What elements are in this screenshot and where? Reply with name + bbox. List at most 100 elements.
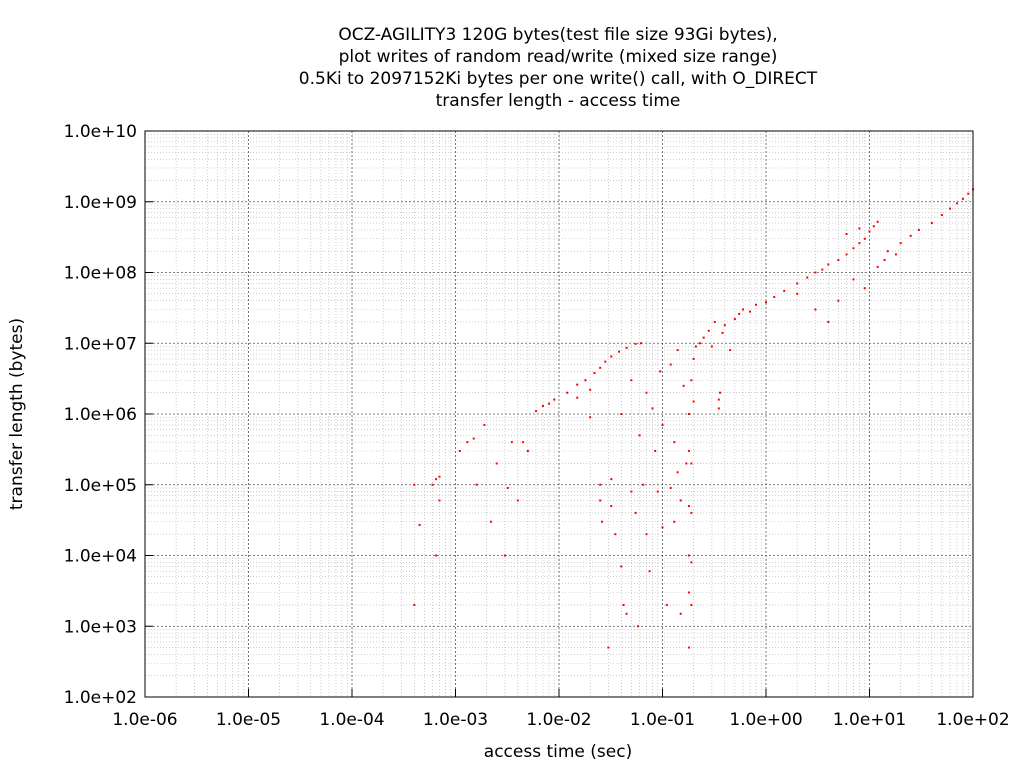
data-point xyxy=(868,230,871,233)
y-tick-label: 1.0e+07 xyxy=(64,334,137,354)
data-point xyxy=(618,350,621,353)
data-point xyxy=(698,342,701,345)
data-point xyxy=(676,471,679,474)
data-point xyxy=(458,449,461,452)
chart-title-line-1: OCZ-AGILITY3 120G bytes(test file size 9… xyxy=(338,25,777,45)
data-point xyxy=(876,265,879,268)
data-point xyxy=(625,346,628,349)
data-point xyxy=(566,391,569,394)
data-point xyxy=(858,227,861,230)
data-point xyxy=(863,237,866,240)
data-point xyxy=(640,342,643,345)
data-point xyxy=(773,296,776,299)
data-point xyxy=(418,523,421,526)
data-point xyxy=(827,263,830,266)
data-point xyxy=(622,603,625,606)
y-tick-label: 1.0e+08 xyxy=(64,264,137,284)
y-tick-label: 1.0e+04 xyxy=(64,547,137,567)
y-tick-label: 1.0e+10 xyxy=(64,122,137,142)
data-point xyxy=(858,242,861,245)
data-point xyxy=(814,271,817,274)
data-point xyxy=(729,349,732,352)
data-point xyxy=(599,366,602,369)
x-axis-label: access time (sec) xyxy=(484,742,632,762)
data-point xyxy=(845,233,848,236)
data-point xyxy=(648,570,651,573)
data-point xyxy=(723,324,726,327)
data-point xyxy=(852,247,855,250)
data-point xyxy=(522,441,525,444)
data-point xyxy=(547,402,550,405)
data-point xyxy=(656,490,659,493)
data-point xyxy=(634,511,637,514)
data-point xyxy=(806,276,809,279)
data-point xyxy=(645,391,648,394)
data-point xyxy=(413,603,416,606)
data-point xyxy=(630,490,633,493)
data-point xyxy=(510,441,513,444)
x-tick-label: 1.0e-01 xyxy=(630,710,695,730)
data-point xyxy=(814,308,817,311)
x-tick-label: 1.0e-06 xyxy=(112,710,177,730)
data-point xyxy=(604,360,607,363)
data-point xyxy=(796,292,799,295)
data-point xyxy=(930,222,933,225)
data-point xyxy=(589,416,592,419)
data-point xyxy=(661,423,664,426)
data-point xyxy=(576,383,579,386)
data-point xyxy=(659,370,662,373)
data-point xyxy=(883,259,886,262)
data-point xyxy=(665,603,668,606)
data-point xyxy=(526,449,529,452)
x-tick-label: 1.0e-04 xyxy=(319,710,384,730)
data-point xyxy=(899,242,902,245)
data-point xyxy=(610,355,613,358)
data-point xyxy=(599,499,602,502)
data-point xyxy=(738,312,741,315)
data-point xyxy=(584,379,587,382)
data-point xyxy=(872,225,875,228)
data-point xyxy=(661,526,664,529)
data-point xyxy=(431,483,434,486)
y-tick-label: 1.0e+02 xyxy=(64,688,137,708)
data-point xyxy=(589,388,592,391)
data-point xyxy=(576,396,579,399)
data-point xyxy=(682,384,685,387)
data-point xyxy=(541,404,544,407)
major-grid xyxy=(144,130,974,698)
data-point xyxy=(610,505,613,508)
data-point xyxy=(642,483,645,486)
data-point xyxy=(625,612,628,615)
data-point xyxy=(702,336,705,339)
data-point xyxy=(599,483,602,486)
data-point xyxy=(687,449,690,452)
data-point xyxy=(593,371,596,374)
data-point xyxy=(909,234,912,237)
x-tick-label: 1.0e-05 xyxy=(216,710,281,730)
data-point xyxy=(742,308,745,311)
data-point xyxy=(690,379,693,382)
data-point xyxy=(796,282,799,285)
data-point xyxy=(710,345,713,348)
data-point xyxy=(733,318,736,321)
data-point xyxy=(721,331,724,334)
data-point xyxy=(634,342,637,345)
chart-title-line-3: 0.5Ki to 2097152Ki bytes per one write()… xyxy=(299,69,818,89)
data-point xyxy=(516,499,519,502)
data-point xyxy=(610,478,613,481)
data-point xyxy=(837,259,840,262)
data-point xyxy=(438,475,441,478)
data-point xyxy=(435,478,438,481)
data-point xyxy=(949,207,952,210)
data-point xyxy=(687,591,690,594)
data-point xyxy=(614,533,617,536)
data-point xyxy=(506,486,509,489)
data-point xyxy=(955,202,958,205)
data-point xyxy=(438,499,441,502)
data-point xyxy=(717,398,720,401)
data-point xyxy=(673,520,676,523)
data-point xyxy=(713,320,716,323)
data-point xyxy=(690,561,693,564)
data-point xyxy=(783,289,786,292)
chart-title-line-2: plot writes of random read/write (mixed … xyxy=(339,47,778,67)
